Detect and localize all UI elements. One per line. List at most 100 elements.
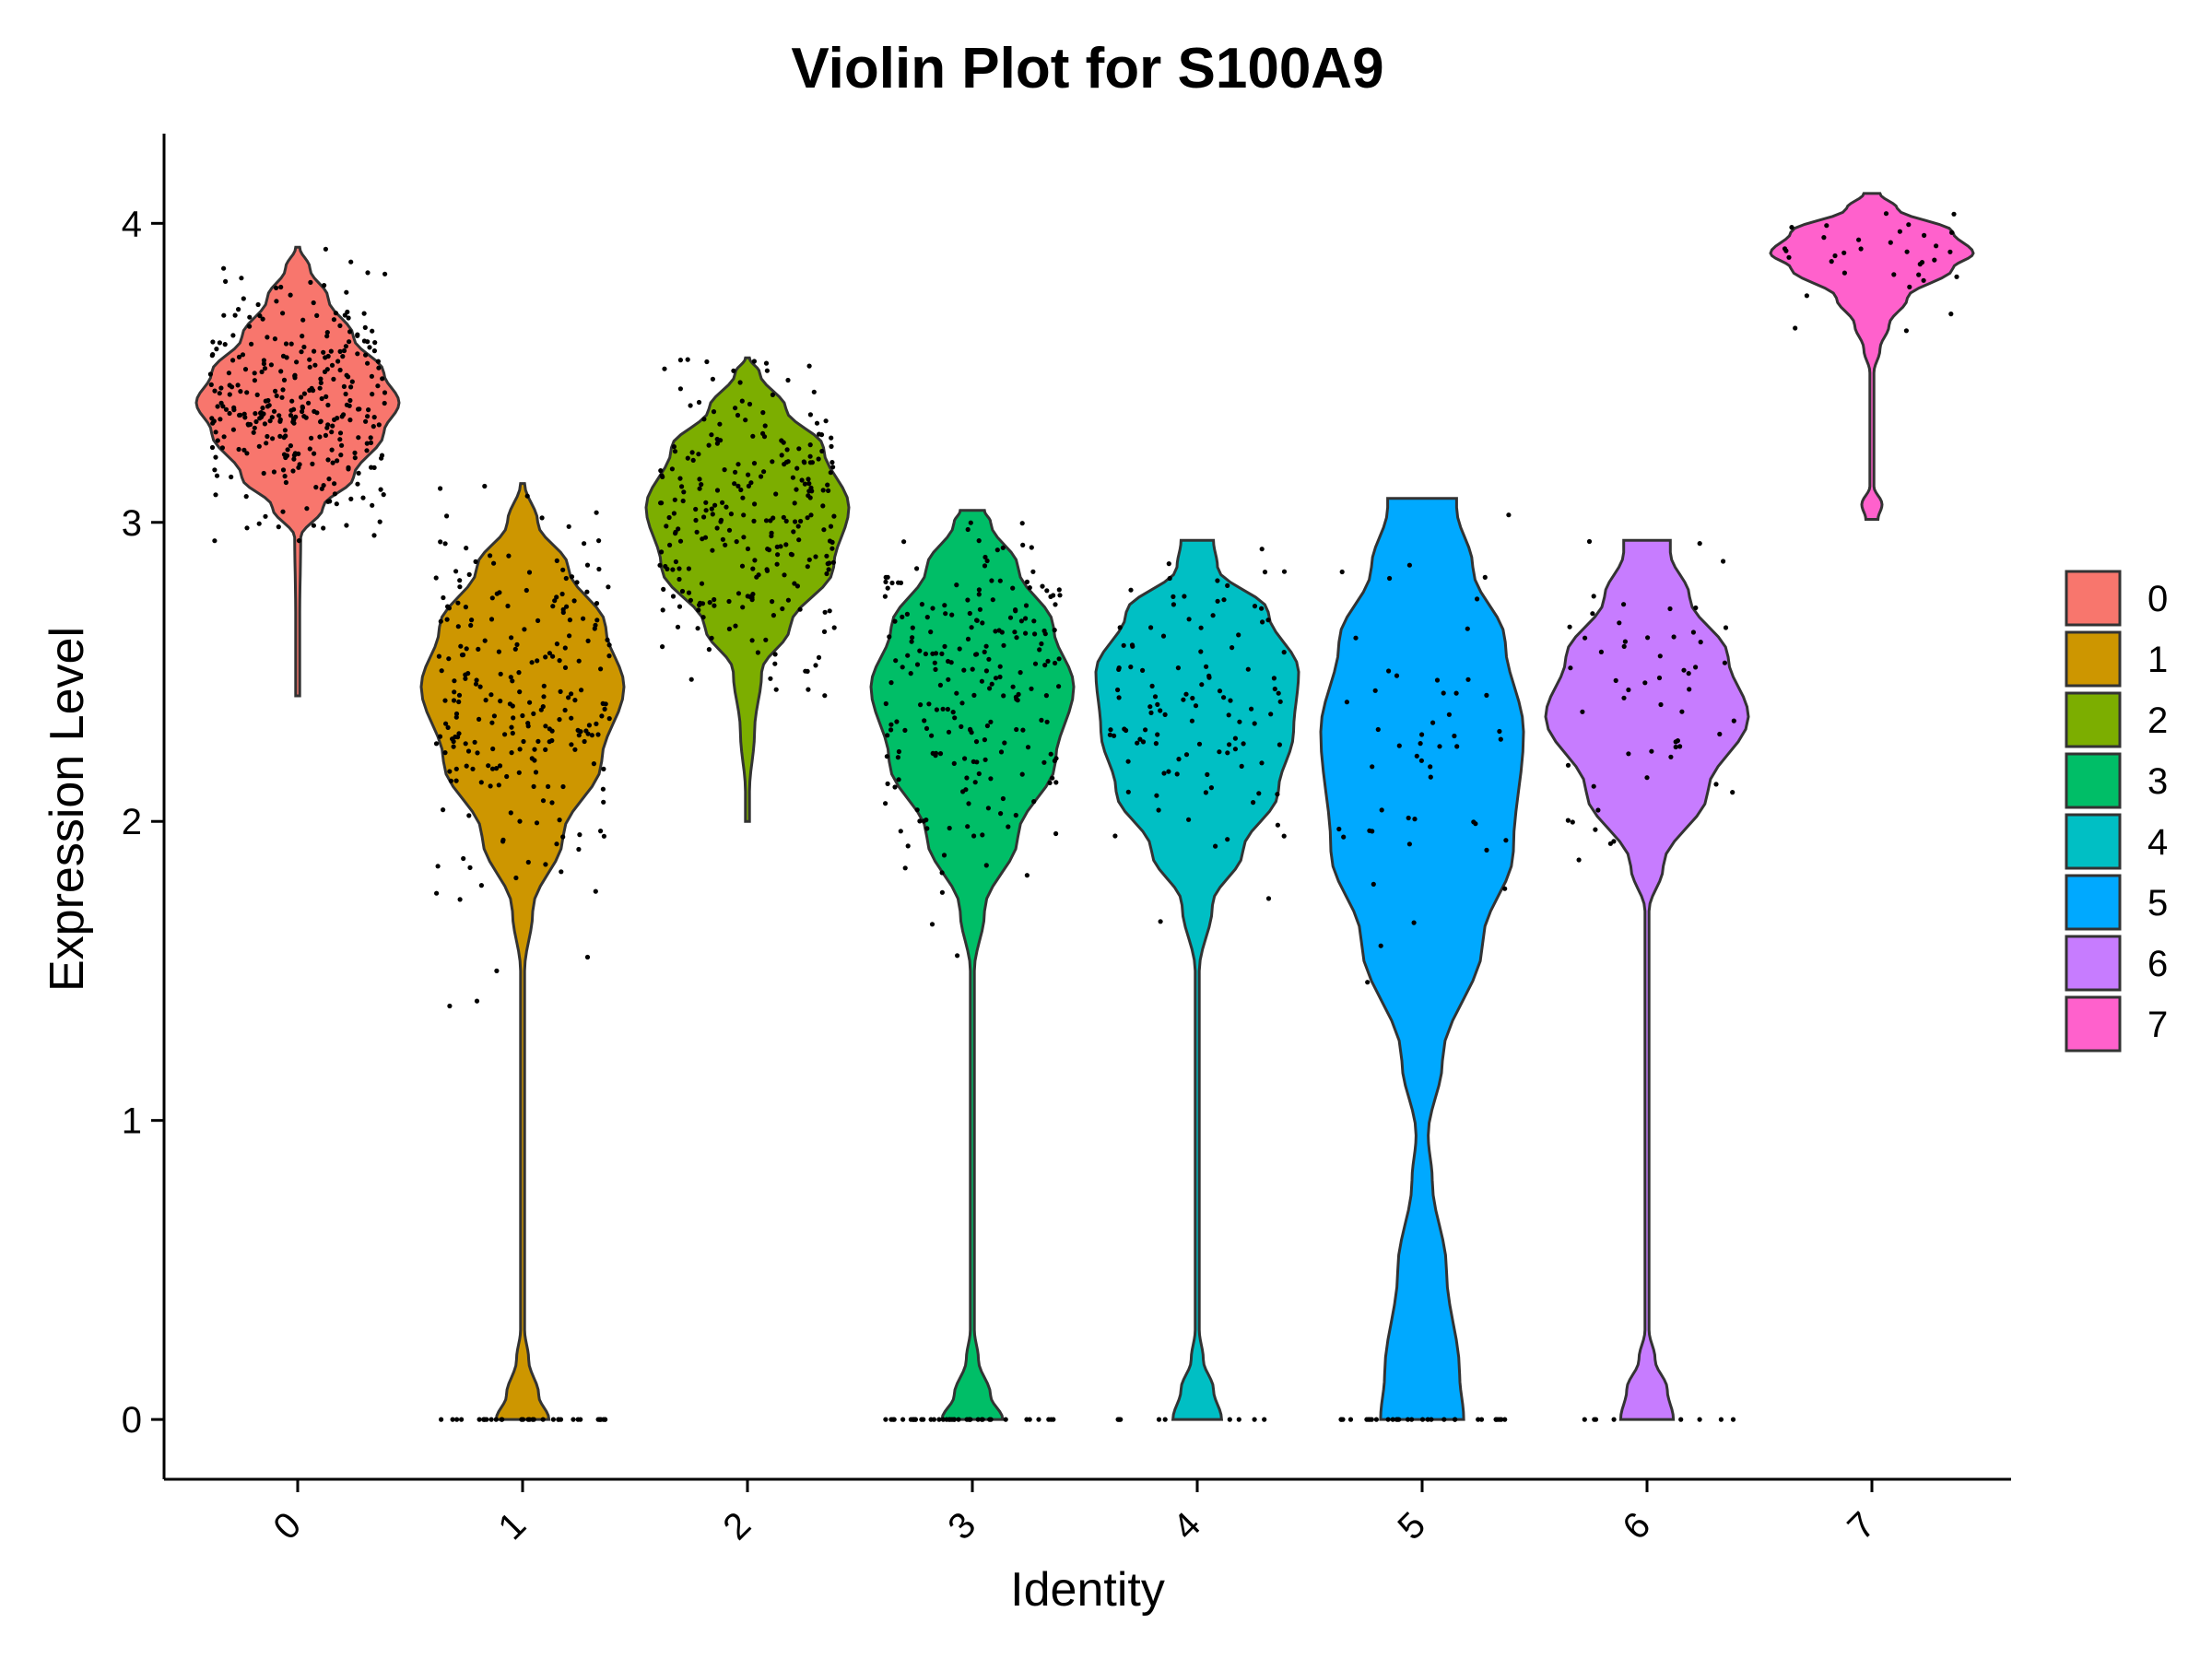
point bbox=[603, 701, 608, 707]
point bbox=[1657, 653, 1663, 659]
point bbox=[256, 443, 262, 449]
point bbox=[346, 465, 351, 470]
point bbox=[254, 392, 260, 397]
point bbox=[240, 352, 246, 358]
point bbox=[1155, 701, 1160, 708]
point bbox=[763, 360, 770, 366]
point bbox=[1027, 585, 1032, 591]
point bbox=[984, 558, 990, 564]
point bbox=[325, 402, 331, 408]
point bbox=[918, 702, 924, 708]
point bbox=[328, 348, 334, 354]
point bbox=[268, 362, 274, 368]
x-axis-title: Identity bbox=[1010, 1563, 1165, 1617]
point bbox=[252, 371, 257, 376]
point bbox=[735, 591, 742, 596]
point bbox=[670, 594, 677, 599]
point bbox=[1166, 769, 1171, 774]
point bbox=[577, 832, 582, 838]
point bbox=[1679, 709, 1685, 714]
point bbox=[491, 713, 498, 719]
point bbox=[1019, 521, 1025, 526]
point bbox=[531, 783, 536, 790]
point bbox=[1023, 616, 1029, 621]
point bbox=[738, 487, 744, 493]
point bbox=[930, 606, 935, 611]
point bbox=[1375, 726, 1381, 733]
point bbox=[591, 761, 597, 767]
point bbox=[1858, 246, 1864, 252]
point bbox=[319, 486, 324, 491]
point bbox=[961, 667, 967, 673]
point bbox=[1824, 223, 1830, 229]
point bbox=[229, 384, 235, 390]
point bbox=[789, 552, 795, 558]
point bbox=[317, 385, 323, 391]
point bbox=[438, 539, 443, 545]
jitter-points-1 bbox=[433, 483, 612, 1422]
jitter-points-2 bbox=[657, 357, 837, 699]
point bbox=[341, 383, 347, 389]
point bbox=[1730, 1417, 1736, 1422]
point bbox=[276, 413, 282, 418]
point bbox=[1051, 1417, 1056, 1422]
point bbox=[288, 443, 293, 449]
point bbox=[695, 626, 700, 631]
point bbox=[1821, 235, 1827, 241]
point bbox=[1018, 670, 1023, 676]
point bbox=[451, 744, 456, 749]
point bbox=[990, 597, 995, 603]
point bbox=[1245, 666, 1251, 672]
point bbox=[1012, 629, 1018, 635]
point bbox=[510, 678, 515, 684]
point bbox=[1409, 1417, 1415, 1422]
point bbox=[964, 1417, 970, 1422]
point bbox=[750, 433, 756, 439]
point bbox=[465, 748, 472, 754]
point bbox=[740, 605, 746, 610]
point bbox=[372, 340, 378, 346]
point bbox=[337, 367, 343, 373]
point bbox=[782, 572, 787, 578]
point bbox=[696, 607, 701, 613]
point bbox=[329, 362, 335, 368]
point bbox=[1576, 857, 1582, 863]
point bbox=[712, 502, 718, 508]
point bbox=[761, 469, 767, 475]
point bbox=[547, 651, 553, 656]
point bbox=[466, 813, 472, 818]
point bbox=[949, 612, 955, 618]
point bbox=[445, 604, 451, 609]
point bbox=[550, 604, 556, 609]
point bbox=[1903, 328, 1909, 334]
legend-label-5: 5 bbox=[2147, 883, 2168, 924]
point bbox=[209, 444, 216, 451]
point bbox=[344, 289, 349, 295]
point bbox=[771, 515, 776, 521]
point bbox=[454, 1417, 460, 1422]
point bbox=[281, 377, 288, 382]
point bbox=[806, 481, 812, 487]
point bbox=[1428, 774, 1433, 780]
point bbox=[936, 1417, 942, 1422]
point bbox=[1053, 830, 1059, 837]
legend-key-7 bbox=[2065, 995, 2122, 1053]
point bbox=[230, 333, 236, 338]
point bbox=[271, 408, 277, 414]
point bbox=[223, 406, 229, 412]
point bbox=[1804, 293, 1809, 299]
point bbox=[594, 721, 599, 727]
point bbox=[964, 775, 970, 781]
point bbox=[1186, 817, 1192, 822]
point bbox=[464, 763, 469, 769]
point bbox=[939, 651, 945, 657]
point bbox=[1917, 262, 1923, 267]
point bbox=[571, 598, 577, 604]
point bbox=[517, 689, 523, 695]
point bbox=[1161, 771, 1167, 776]
point bbox=[929, 922, 935, 927]
point bbox=[244, 451, 250, 456]
point bbox=[997, 674, 1003, 680]
point bbox=[274, 393, 279, 399]
point bbox=[370, 328, 375, 334]
